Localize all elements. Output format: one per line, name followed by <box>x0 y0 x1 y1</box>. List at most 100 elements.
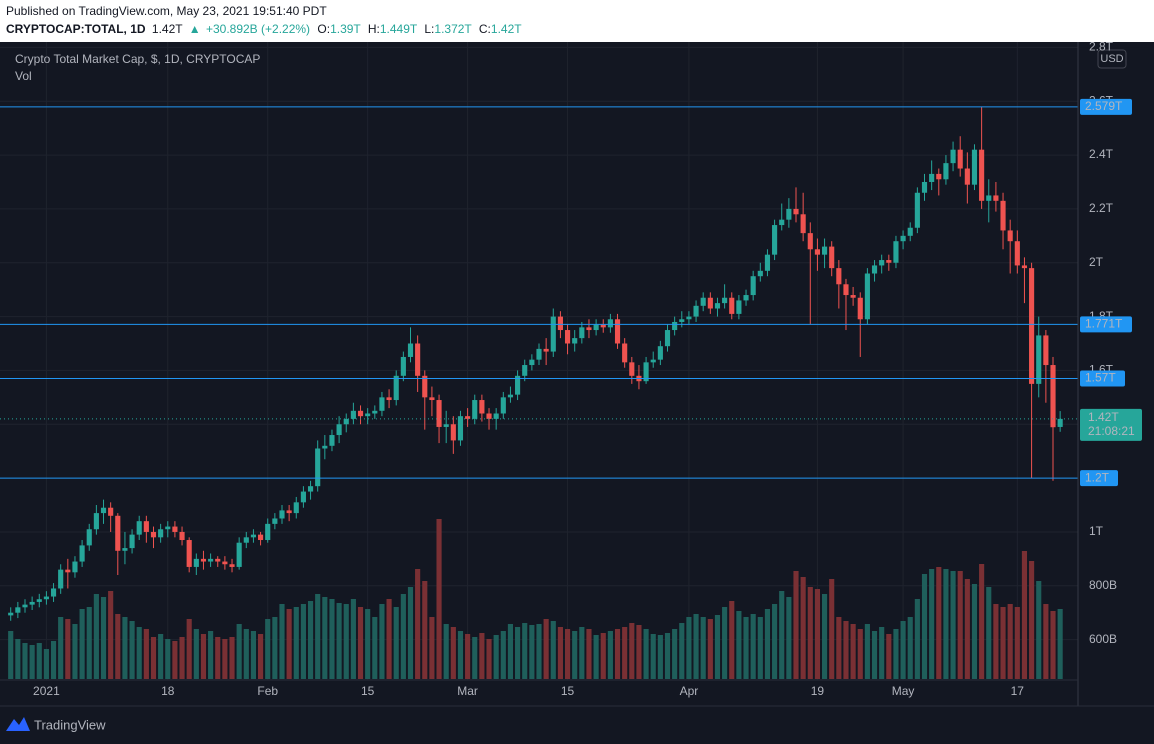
candle-body <box>450 424 456 441</box>
candle-body <box>93 513 99 530</box>
volume-bar <box>486 639 492 679</box>
candle-body <box>757 270 763 277</box>
candle-body <box>586 327 592 331</box>
volume-bar <box>921 574 928 679</box>
candle-body <box>158 529 164 538</box>
volume-bar <box>543 619 549 679</box>
candle-body <box>79 545 85 562</box>
volume-bar <box>707 619 713 679</box>
volume-bar <box>564 629 571 679</box>
candle-body <box>50 588 57 597</box>
candle-body <box>436 400 442 427</box>
candle-body <box>1036 335 1042 384</box>
candle-body <box>679 319 685 322</box>
candle-body <box>479 400 485 414</box>
volume-bar <box>379 604 385 679</box>
candle-body <box>165 526 171 530</box>
candle-body <box>672 321 678 331</box>
volume-bar <box>893 629 899 679</box>
candle-body <box>179 531 185 541</box>
candle-body <box>843 284 849 296</box>
volume-bar <box>472 637 478 679</box>
candle-body <box>864 273 870 320</box>
candle-body <box>150 531 157 538</box>
volume-bar <box>357 607 364 679</box>
volume-bar <box>850 624 856 679</box>
candle-body <box>8 612 14 616</box>
candle-body <box>393 375 399 401</box>
volume-bar <box>365 609 371 679</box>
candle-body <box>529 359 535 366</box>
x-tick-label: 2021 <box>33 684 60 698</box>
candle-body <box>29 601 35 605</box>
candle-body <box>222 561 228 565</box>
level-badge <box>1080 98 1132 115</box>
candle-body <box>929 173 935 182</box>
volume-bar <box>372 617 378 679</box>
volume-bar <box>764 609 771 679</box>
legend-title: Crypto Total Market Cap, $, 1D, CRYPTOCA… <box>15 52 260 66</box>
candle-body <box>72 561 78 573</box>
candle-body <box>821 246 828 255</box>
volume-bar <box>236 624 242 679</box>
volume-bar <box>58 617 64 679</box>
candle-body <box>836 268 842 285</box>
last-value: 1.42T <box>152 22 183 36</box>
candle-body <box>800 214 806 234</box>
candle-body <box>307 486 314 492</box>
candle-body <box>457 416 464 441</box>
volume-bar <box>165 639 171 679</box>
candle-body <box>108 507 114 516</box>
volume-bar <box>415 569 421 679</box>
volume-bar <box>600 633 606 679</box>
volume-bar <box>500 631 506 679</box>
candle-body <box>914 192 920 228</box>
volume-bar <box>86 607 92 679</box>
level-label: 2.579T <box>1085 99 1123 113</box>
volume-bar <box>772 604 778 679</box>
volume-bar <box>1014 607 1020 679</box>
currency-button[interactable] <box>1097 49 1127 69</box>
volume-bar <box>8 631 14 679</box>
volume-bar <box>693 614 699 679</box>
candle-body <box>143 521 149 532</box>
symbol: CRYPTOCAP:TOTAL, 1D <box>6 22 146 36</box>
candle-body <box>400 356 406 376</box>
candle-body <box>643 362 649 382</box>
candle-body <box>579 327 585 339</box>
volume-bar <box>400 594 406 679</box>
candle-body <box>100 507 107 514</box>
volume-bar <box>643 629 649 679</box>
volume-bar <box>215 637 221 679</box>
candle-body <box>607 319 613 328</box>
candle-body <box>243 537 249 543</box>
volume-bar <box>900 621 906 679</box>
volume-bar <box>1050 611 1056 679</box>
candle-body <box>293 502 299 514</box>
volume-bar <box>614 629 621 679</box>
candle-body <box>229 564 235 567</box>
volume-bar <box>129 621 135 679</box>
candle-body <box>986 195 992 201</box>
candle-body <box>300 491 306 503</box>
volume-bar <box>586 629 592 679</box>
change: +30.892B (+2.22%) <box>206 22 310 36</box>
volume-bar <box>664 633 671 679</box>
volume-bar <box>807 587 813 679</box>
volume-bar <box>179 637 185 679</box>
volume-bar <box>186 619 192 679</box>
candle-body <box>443 424 449 427</box>
volume-bar <box>100 597 107 679</box>
volume-bar <box>936 567 942 679</box>
volume-bar <box>329 599 335 679</box>
volume-bar <box>122 617 128 679</box>
y-tick-label: 600B <box>1089 632 1117 646</box>
candle-body <box>736 300 742 314</box>
ohlc-label: H: <box>368 22 380 36</box>
candle-body <box>279 510 285 519</box>
candle-body <box>886 260 892 263</box>
candle-body <box>900 235 906 242</box>
volume-bar <box>29 645 35 679</box>
